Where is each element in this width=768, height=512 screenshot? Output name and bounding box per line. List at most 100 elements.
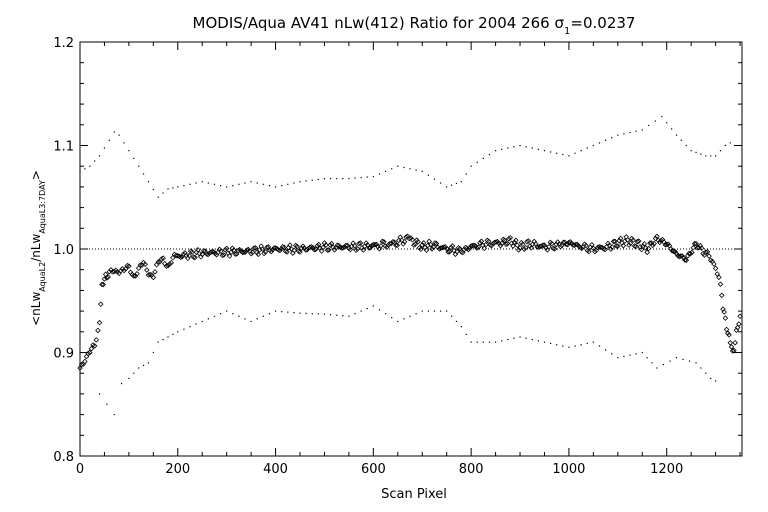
y-tick-label: 0.9 — [53, 347, 74, 362]
data-point — [543, 341, 546, 343]
x-tick-label: 1200 — [650, 462, 683, 477]
data-point — [483, 242, 489, 248]
data-point — [175, 252, 181, 259]
data-point — [262, 249, 269, 255]
data-point — [717, 281, 724, 288]
x-tick-label: 0 — [76, 462, 84, 477]
data-point — [275, 247, 282, 253]
data-point — [94, 160, 96, 162]
data-point — [250, 181, 252, 183]
data-point — [458, 249, 465, 255]
data-point — [648, 124, 650, 127]
data-point — [391, 316, 393, 319]
data-point — [510, 243, 516, 249]
data-point — [450, 315, 453, 317]
data-point — [427, 310, 429, 312]
data-point — [476, 161, 478, 163]
data-point — [251, 245, 257, 251]
data-point — [360, 310, 362, 312]
data-point — [662, 363, 665, 366]
data-point — [195, 323, 197, 325]
data-point — [501, 148, 503, 150]
data-point — [271, 245, 277, 251]
data-point — [238, 315, 240, 317]
data-point — [675, 357, 678, 359]
data-point — [369, 242, 375, 249]
data-point — [91, 343, 98, 349]
data-point — [710, 155, 712, 157]
data-point — [231, 247, 237, 253]
data-point — [213, 315, 216, 317]
data-point — [219, 313, 222, 315]
y-axis-label: <nLwAquaL2/nLwAquaL3:7DAY> — [29, 170, 47, 326]
data-point — [721, 309, 727, 315]
data-point — [360, 247, 367, 253]
data-point — [390, 239, 396, 245]
data-point — [669, 248, 676, 254]
data-point — [737, 313, 743, 320]
data-marks — [77, 115, 743, 416]
data-point — [675, 134, 678, 136]
data-point — [427, 174, 429, 176]
data-point — [152, 269, 158, 275]
data-point — [329, 314, 332, 316]
data-point — [157, 341, 159, 343]
data-point — [183, 185, 185, 187]
data-point — [394, 242, 401, 249]
data-point — [711, 261, 717, 267]
y-tick-label: 1.1 — [53, 140, 74, 155]
data-point — [84, 168, 86, 170]
data-point — [507, 147, 509, 149]
data-point — [700, 153, 702, 155]
data-point — [381, 239, 387, 245]
data-point — [120, 382, 123, 385]
data-point — [706, 253, 712, 259]
data-point — [531, 147, 533, 149]
data-point — [651, 362, 653, 364]
data-point — [201, 181, 203, 183]
data-point — [609, 244, 615, 250]
data-point — [366, 245, 372, 251]
data-point — [195, 247, 201, 253]
data-point — [574, 152, 576, 154]
data-point — [627, 240, 634, 246]
data-point — [615, 243, 621, 249]
data-point — [166, 261, 173, 267]
data-point — [610, 238, 617, 245]
data-point — [83, 353, 90, 360]
data-point — [199, 251, 205, 258]
data-point — [373, 241, 380, 248]
data-point — [680, 139, 682, 141]
data-point — [658, 237, 664, 244]
data-point — [372, 175, 374, 178]
data-point — [677, 253, 684, 259]
data-point — [531, 338, 533, 341]
data-point — [342, 178, 344, 180]
chart-title: MODIS/Aqua AV41 nLw(412) Ratio for 2004 … — [193, 14, 636, 37]
data-point — [384, 170, 387, 172]
data-point — [494, 150, 497, 152]
data-point — [690, 150, 692, 152]
data-point — [314, 242, 321, 249]
data-point — [695, 151, 697, 153]
data-point — [85, 350, 91, 357]
data-point — [592, 341, 594, 343]
data-point — [470, 165, 472, 167]
series-2 — [98, 305, 717, 416]
data-point — [531, 238, 537, 245]
data-point — [262, 315, 264, 317]
data-point — [568, 155, 570, 157]
data-point — [421, 170, 423, 172]
data-point — [446, 310, 448, 312]
data-point — [255, 251, 262, 258]
data-point — [611, 353, 613, 355]
data-point — [318, 248, 325, 254]
data-point — [259, 246, 266, 252]
data-point — [113, 414, 115, 416]
data-point — [656, 367, 658, 369]
data-point — [133, 157, 135, 160]
data-point — [543, 150, 546, 152]
data-point — [517, 245, 523, 251]
data-point — [455, 245, 462, 251]
data-point — [222, 247, 229, 253]
